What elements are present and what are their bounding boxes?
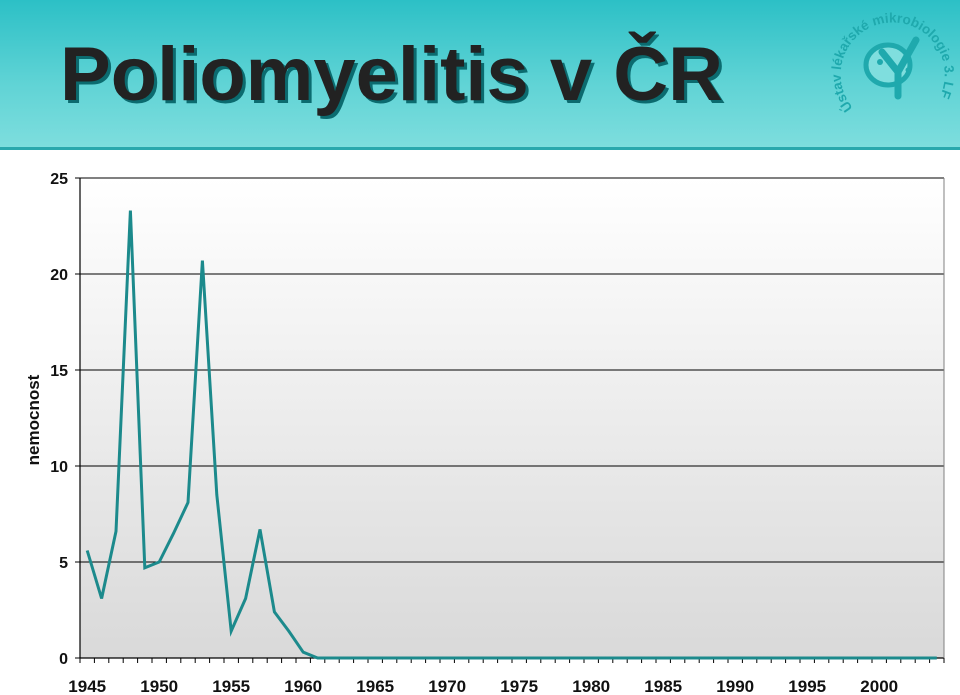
- plot-area: [80, 178, 944, 658]
- x-tick-label: 1955: [212, 677, 250, 695]
- x-tick-label: 1960: [284, 677, 322, 695]
- grid-lines: [75, 177, 944, 659]
- x-tick-label: 1965: [356, 677, 394, 695]
- x-tick-label: 1990: [716, 677, 754, 695]
- logo-dot: [905, 67, 911, 73]
- x-tick-label: 1985: [644, 677, 682, 695]
- title-banner: Poliomyelitis v ČR Ústav lékařské mikrob…: [0, 0, 960, 150]
- header-baseline: [0, 147, 960, 150]
- x-tick-label: 1980: [572, 677, 610, 695]
- y-tick-label: 15: [50, 363, 68, 380]
- y-tick-label: 10: [50, 459, 68, 476]
- x-tick-label: 1945: [68, 677, 106, 695]
- y-tick-label: 20: [50, 267, 68, 284]
- institute-logo: Ústav lékařské mikrobiologie 3. LF UK: [828, 0, 957, 115]
- y-tick-label: 5: [59, 555, 68, 572]
- x-tick-labels: 1945 1950 1955 1960 1965 1970 1975 1980 1985 1990…: [68, 677, 898, 695]
- y-tick-label: 25: [50, 171, 68, 188]
- x-tick-label: 1995: [788, 677, 826, 695]
- y-tick-label: 0: [59, 651, 68, 668]
- x-tick-label: 1970: [428, 677, 466, 695]
- logo-y-mark: [878, 36, 920, 100]
- x-tick-label: 1950: [140, 677, 178, 695]
- series-line: [85, 210, 937, 660]
- x-tick-label: 2000: [860, 677, 898, 695]
- y-tick-labels: 0 5 10 15 20 25: [50, 171, 68, 668]
- logo-dot: [877, 59, 883, 65]
- x-tick-label: 1975: [500, 677, 538, 695]
- data-points: [87, 210, 937, 659]
- page-title: Poliomyelitis v ČR: [60, 32, 724, 117]
